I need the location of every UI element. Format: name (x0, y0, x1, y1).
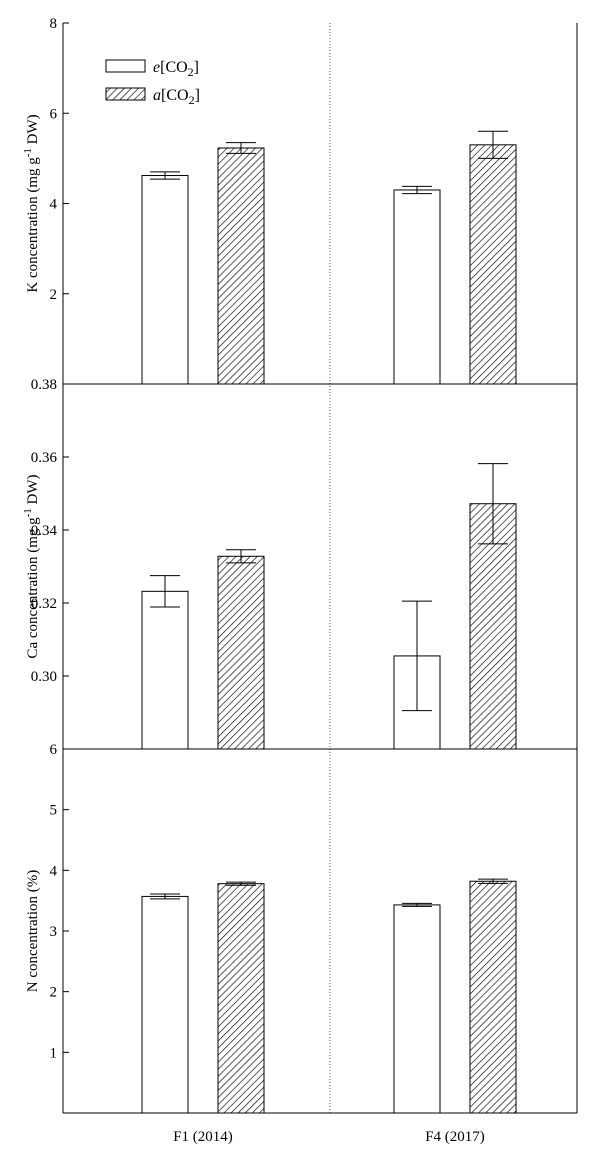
error-bar (402, 902, 432, 907)
panel-middle: 0.30 0.32 0.34 0.36 0.38 Ca concentration (mg… (22, 377, 578, 750)
y-tick-label: 4 (50, 863, 58, 879)
legend-label-text: [CO (160, 59, 188, 76)
y-tick-label: 6 (50, 742, 58, 758)
bar-bottom-a-co2-f4 (469, 880, 517, 1114)
bar-bottom-e-co2-f4 (393, 904, 441, 1114)
legend-label-text: [CO (161, 87, 189, 104)
y-axis-title-superscript: -1 (22, 148, 34, 157)
legend-swatch-a-co2 (105, 87, 146, 101)
legend-label-a-co2: a[CO2] (153, 87, 200, 107)
bar-top-e-co2-f4 (393, 189, 441, 385)
legend-swatch-e-co2 (105, 59, 146, 73)
error-bar (478, 463, 508, 545)
error-bar (226, 549, 256, 564)
y-tick-label: 0.38 (31, 377, 57, 393)
legend: e[CO2]a[CO2] (105, 59, 200, 107)
panel-bottom: 1 2 3 4 5 6 N concentration (%) (25, 742, 578, 1114)
x-category-label: F1 (2014) (173, 1129, 233, 1145)
y-tick-label: 0.32 (31, 596, 57, 612)
legend-label-italic: a (153, 87, 161, 104)
legend-label-italic: e (153, 59, 160, 76)
legend-label-subscript: 2 (189, 93, 195, 107)
y-tick-label: 0.36 (31, 450, 58, 466)
x-category-label: F4 (2017) (425, 1129, 485, 1145)
y-axis-title-part: Ca concentration (mg g (25, 517, 41, 659)
error-bar (150, 171, 180, 180)
y-axis-title-part: K concentration (mg g (25, 157, 41, 293)
y-tick-label: 5 (50, 803, 58, 819)
y-tick-label: 6 (50, 106, 58, 122)
y-axis-title-superscript: -1 (22, 508, 34, 517)
y-axis-title: N concentration (%) (25, 870, 41, 992)
bar-top-e-co2-f1 (141, 175, 189, 385)
error-bar (150, 893, 180, 900)
error-bar (478, 130, 508, 159)
bar-bottom-a-co2-f1 (217, 883, 265, 1114)
legend-label-close: ] (194, 59, 199, 76)
bar-middle-e-co2-f1 (141, 590, 189, 750)
bar-top-a-co2-f1 (217, 147, 265, 385)
error-bar (478, 878, 508, 884)
legend-label-subscript: 2 (188, 65, 194, 79)
y-tick-label: 2 (50, 985, 58, 1001)
y-tick-label: 4 (50, 197, 58, 213)
error-bar (402, 185, 432, 195)
y-tick-label: 3 (50, 924, 58, 940)
error-bar (402, 600, 432, 712)
y-tick-label: 0.34 (31, 523, 58, 539)
y-axis-title: Ca concentration (mg g-1 DW) (22, 474, 41, 658)
y-tick-label: 8 (50, 16, 58, 32)
legend-label-close: ] (195, 87, 200, 104)
y-axis-title-part: DW) (25, 474, 41, 508)
error-bar (226, 881, 256, 886)
y-tick-label: 1 (50, 1045, 58, 1061)
panel-top: 2 4 6 8 K concentration (mg g-1 DW) (22, 16, 578, 385)
bar-middle-a-co2-f1 (217, 555, 265, 750)
y-axis-title: K concentration (mg g-1 DW) (22, 114, 41, 292)
legend-label-e-co2: e[CO2] (153, 59, 199, 79)
error-bar (150, 575, 180, 608)
y-tick-label: 2 (50, 287, 58, 303)
error-bar (226, 142, 256, 154)
bar-top-a-co2-f4 (469, 144, 517, 385)
bar-bottom-e-co2-f1 (141, 895, 189, 1114)
y-tick-label: 0.30 (31, 669, 57, 685)
y-axis-title-part: DW) (25, 114, 41, 148)
